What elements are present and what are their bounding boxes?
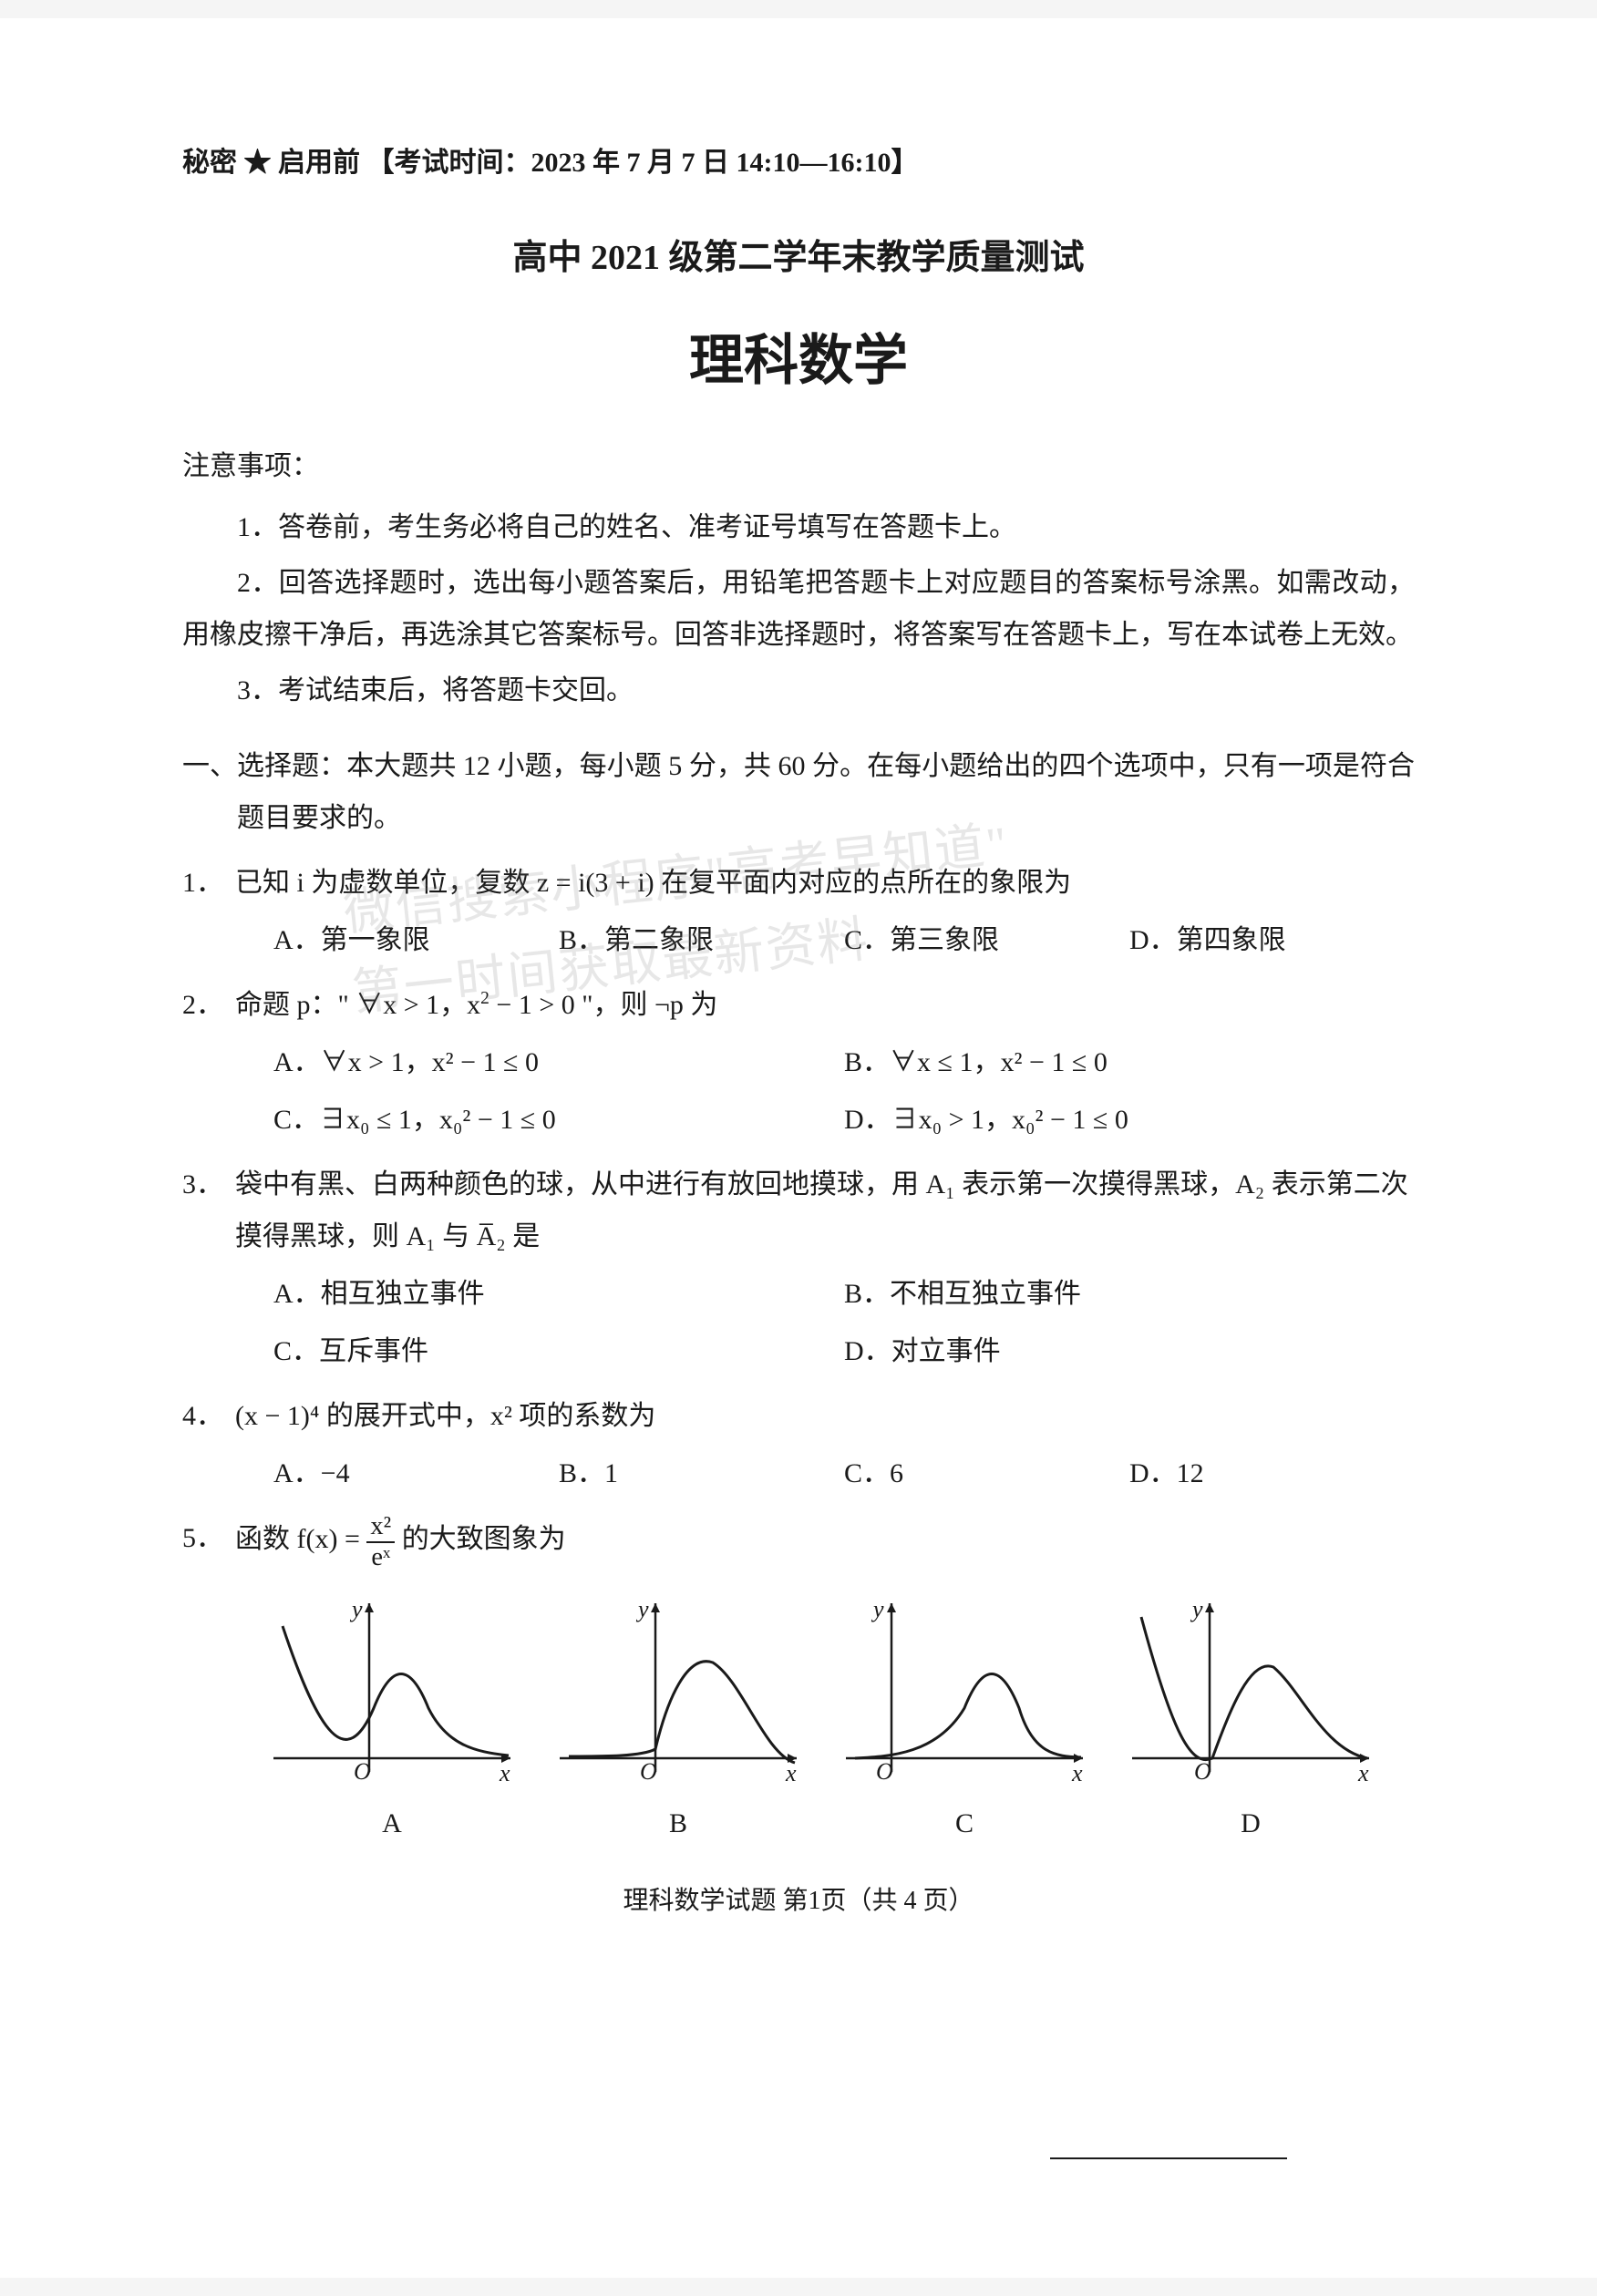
- graph-b-svg: O x y: [551, 1590, 806, 1790]
- q5-number: 5．: [182, 1512, 235, 1571]
- notice-item-1: 1．答卷前，考生务必将自己的姓名、准考证号填写在答题卡上。: [182, 501, 1415, 553]
- q2-options-row1: A．∀x > 1，x² − 1 ≤ 0 B．∀x ≤ 1，x² − 1 ≤ 0: [182, 1036, 1415, 1088]
- q1-stem: 已知 i 为虚数单位，复数 z = i(3 + i) 在复平面内对应的点所在的象…: [235, 857, 1415, 909]
- question-5: 5． 函数 f(x) = x² eˣ 的大致图象为: [182, 1512, 1415, 1571]
- q2-option-c: C．∃x₀ ≤ 1，x₀² − 1 ≤ 0: [273, 1094, 844, 1146]
- q3-option-b: B．不相互独立事件: [844, 1268, 1415, 1320]
- q4-number: 4．: [182, 1390, 235, 1442]
- svg-text:y: y: [349, 1596, 363, 1622]
- q5-stem: 函数 f(x) = x² eˣ 的大致图象为: [235, 1512, 1415, 1571]
- q2-options-row2: C．∃x₀ ≤ 1，x₀² − 1 ≤ 0 D．∃x₀ > 1，x₀² − 1 …: [182, 1094, 1415, 1146]
- graph-c: O x y C: [828, 1590, 1101, 1849]
- graph-a: O x y A: [255, 1590, 529, 1849]
- q1-option-b: B．第二象限: [559, 914, 844, 966]
- question-4: 4． (x − 1)⁴ 的展开式中，x² 项的系数为: [182, 1390, 1415, 1442]
- q4-stem: (x − 1)⁴ 的展开式中，x² 项的系数为: [235, 1390, 1415, 1442]
- q2-option-a: A．∀x > 1，x² − 1 ≤ 0: [273, 1036, 844, 1088]
- svg-text:O: O: [876, 1758, 893, 1785]
- q4-option-a: A．−4: [273, 1447, 559, 1499]
- section-1-head: 一、 选择题：本大题共 12 小题，每小题 5 分，共 60 分。在每小题给出的…: [182, 740, 1415, 844]
- svg-text:x: x: [1357, 1760, 1369, 1786]
- q3-stem: 袋中有黑、白两种颜色的球，从中进行有放回地摸球，用 A₁ 表示第一次摸得黑球，A…: [235, 1158, 1415, 1262]
- q5-stem-post: 的大致图象为: [402, 1524, 566, 1554]
- exam-page: 微信搜索小程序"高考早知道" 第一时间获取最新资料 秘密 ★ 启用前 【考试时间…: [0, 18, 1597, 2278]
- notice-item-2: 2．回答选择题时，选出每小题答案后，用铅笔把答题卡上对应题目的答案标号涂黑。如需…: [182, 557, 1415, 661]
- graph-b: O x y B: [541, 1590, 815, 1849]
- graph-d-label: D: [1114, 1797, 1387, 1849]
- q2-option-b: B．∀x ≤ 1，x² − 1 ≤ 0: [844, 1036, 1415, 1088]
- q3-option-a: A．相互独立事件: [273, 1268, 844, 1320]
- graph-a-label: A: [255, 1797, 529, 1849]
- q1-number: 1．: [182, 857, 235, 909]
- q2-stem-pre: 命题 p：" ∀x > 1，x: [235, 990, 480, 1020]
- graph-c-svg: O x y: [837, 1590, 1092, 1790]
- subtitle: 高中 2021 级第二学年末教学质量测试: [182, 225, 1415, 291]
- question-2: 2． 命题 p：" ∀x > 1，x2 − 1 > 0 "，则 ¬p 为: [182, 979, 1415, 1031]
- q1-option-d: D．第四象限: [1129, 914, 1415, 966]
- svg-text:y: y: [1190, 1596, 1203, 1622]
- q2-option-d: D．∃x₀ > 1，x₀² − 1 ≤ 0: [844, 1094, 1415, 1146]
- svg-text:x: x: [499, 1760, 510, 1786]
- q2-stem: 命题 p：" ∀x > 1，x2 − 1 > 0 "，则 ¬p 为: [235, 979, 1415, 1031]
- svg-text:y: y: [871, 1596, 884, 1622]
- notice-heading: 注意事项：: [182, 440, 1415, 492]
- q3-option-d: D．对立事件: [844, 1325, 1415, 1377]
- section-1-label: 一、: [182, 740, 237, 844]
- section-1-text: 选择题：本大题共 12 小题，每小题 5 分，共 60 分。在每小题给出的四个选…: [237, 740, 1415, 844]
- q5-fraction: x² eˣ: [366, 1512, 395, 1571]
- notice-item-3: 3．考试结束后，将答题卡交回。: [182, 664, 1415, 716]
- q3-option-c: C．互斥事件: [273, 1325, 844, 1377]
- q3-options-row2: C．互斥事件 D．对立事件: [182, 1325, 1415, 1377]
- q5-frac-den: eˣ: [366, 1543, 395, 1571]
- q1-options: A．第一象限 B．第二象限 C．第三象限 D．第四象限: [182, 914, 1415, 966]
- q4-option-c: C．6: [844, 1447, 1129, 1499]
- question-1: 1． 已知 i 为虚数单位，复数 z = i(3 + i) 在复平面内对应的点所…: [182, 857, 1415, 909]
- q5-stem-pre: 函数 f(x) =: [235, 1524, 366, 1554]
- svg-text:x: x: [785, 1760, 797, 1786]
- q3-options-row1: A．相互独立事件 B．不相互独立事件: [182, 1268, 1415, 1320]
- q4-option-d: D．12: [1129, 1447, 1415, 1499]
- graph-b-label: B: [541, 1797, 815, 1849]
- main-title: 理科数学: [182, 309, 1415, 413]
- svg-text:O: O: [354, 1758, 371, 1785]
- q5-graphs: O x y A O x y B: [182, 1580, 1415, 1849]
- q1-option-c: C．第三象限: [844, 914, 1129, 966]
- confidential-header: 秘密 ★ 启用前 【考试时间：2023 年 7 月 7 日 14:10—16:1…: [182, 137, 1415, 189]
- q4-options: A．−4 B．1 C．6 D．12: [182, 1447, 1415, 1499]
- graph-d: O x y D: [1114, 1590, 1387, 1849]
- q1-option-a: A．第一象限: [273, 914, 559, 966]
- graph-a-svg: O x y: [264, 1590, 520, 1790]
- q2-number: 2．: [182, 979, 235, 1031]
- question-3: 3． 袋中有黑、白两种颜色的球，从中进行有放回地摸球，用 A₁ 表示第一次摸得黑…: [182, 1158, 1415, 1262]
- graph-d-svg: O x y: [1123, 1590, 1378, 1790]
- q4-option-b: B．1: [559, 1447, 844, 1499]
- graph-c-label: C: [828, 1797, 1101, 1849]
- page-footer: 理科数学试题 第1页（共 4 页）: [182, 1877, 1415, 1925]
- svg-text:O: O: [640, 1758, 657, 1785]
- svg-text:y: y: [635, 1596, 649, 1622]
- q3-number: 3．: [182, 1158, 235, 1262]
- q2-stem-post: − 1 > 0 "，则 ¬p 为: [489, 990, 718, 1020]
- q5-frac-num: x²: [366, 1512, 395, 1542]
- svg-text:x: x: [1071, 1760, 1083, 1786]
- bottom-underline: [1050, 2157, 1287, 2159]
- svg-text:O: O: [1194, 1758, 1211, 1785]
